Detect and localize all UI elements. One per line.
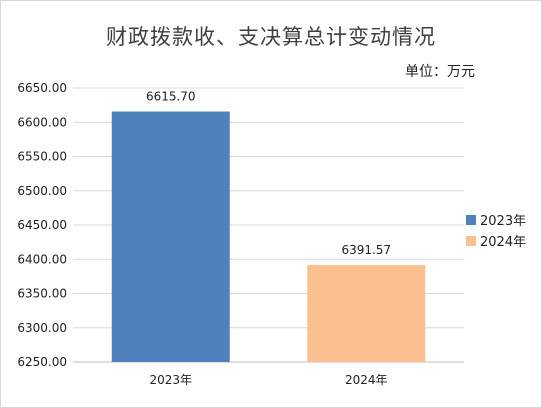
legend-label-2023: 2023年 [480,214,527,229]
x-tick-label: 2023年 [149,373,192,387]
y-tick-label: 6350.00 [17,287,67,301]
legend-label-2024: 2024年 [480,235,527,250]
y-tick-label: 6450.00 [17,218,67,232]
y-tick-label: 6600.00 [17,115,67,129]
data-label: 6391.57 [341,243,391,257]
legend-swatch-2024 [466,235,476,246]
unit-label: 单位：万元 [405,64,475,80]
y-tick-label: 6400.00 [17,252,67,266]
legend-item-2023: 2023年 [466,209,526,230]
y-tick-label: 6300.00 [17,321,67,335]
legend-item-2024: 2024年 [466,230,526,251]
x-tick-label: 2024年 [345,373,388,387]
bar [111,111,230,362]
chart-title: 财政拨款收、支决算总计变动情况 [106,25,436,49]
y-tick-label: 6250.00 [17,355,67,369]
y-tick-label: 6650.00 [17,81,67,95]
y-tick-label: 6500.00 [17,184,67,198]
data-label: 6615.70 [146,89,196,103]
y-tick-label: 6550.00 [17,150,67,164]
legend: 2023年 2024年 [466,209,526,251]
legend-swatch-2023 [466,214,476,225]
bar [307,265,426,362]
